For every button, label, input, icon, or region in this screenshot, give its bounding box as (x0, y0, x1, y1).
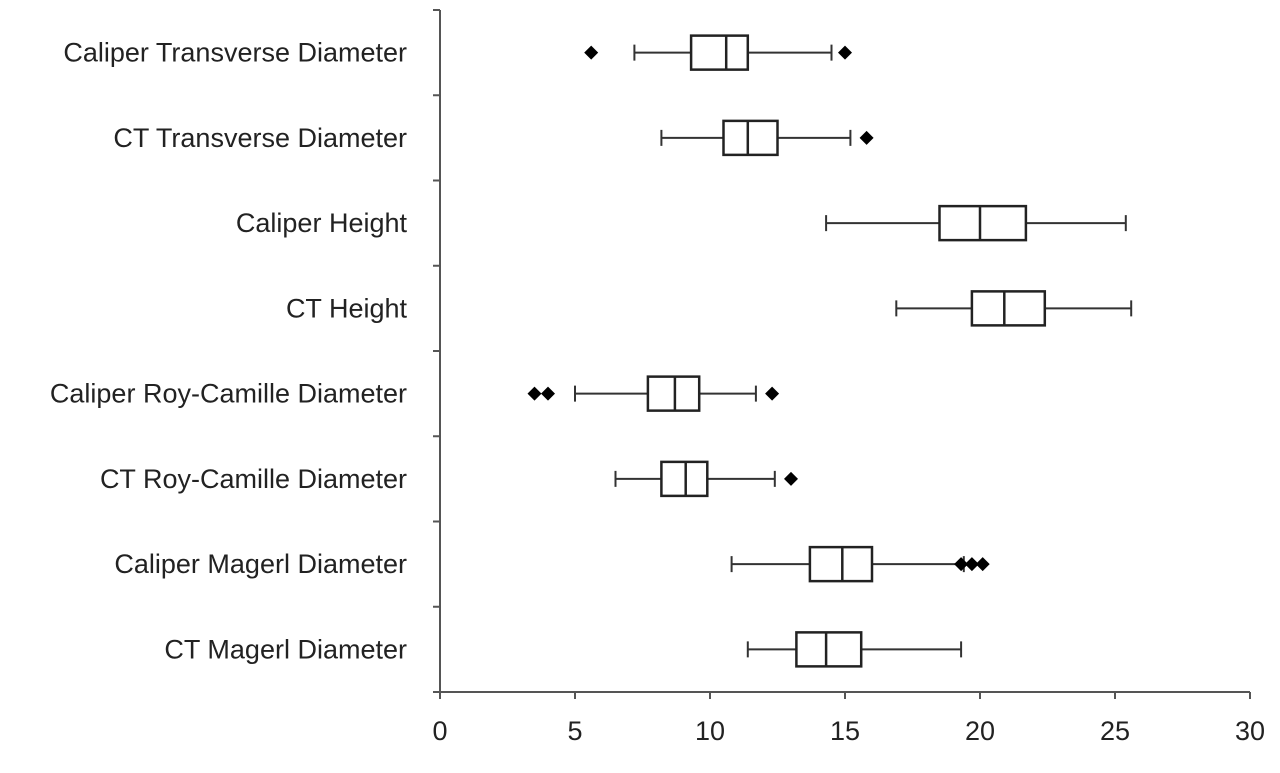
outlier-point (765, 386, 780, 401)
x-tick-label: 5 (567, 716, 582, 746)
x-axis-ticks (439, 692, 1251, 699)
x-tick-label: 15 (830, 716, 860, 746)
outlier-point (859, 130, 874, 145)
x-tick-label: 0 (432, 716, 447, 746)
outlier-point (975, 557, 990, 572)
box-series (527, 34, 1133, 668)
iqr-box (795, 631, 863, 668)
box-group (746, 631, 963, 668)
category-label: CT Roy-Camille Diameter (100, 464, 407, 494)
category-label: Caliper Magerl Diameter (114, 549, 407, 579)
iqr-box (722, 119, 779, 157)
iqr-box (689, 34, 750, 71)
iqr-box (938, 204, 1028, 242)
box-group (584, 34, 852, 71)
box-group (730, 545, 990, 583)
x-tick-label: 20 (965, 716, 995, 746)
box-group (614, 460, 798, 498)
category-label: Caliper Roy-Camille Diameter (50, 379, 407, 409)
category-label: CT Height (286, 293, 408, 323)
category-label: CT Magerl Diameter (164, 634, 407, 664)
category-label: Caliper Transverse Diameter (63, 38, 407, 68)
outlier-point (527, 386, 542, 401)
iqr-box (808, 545, 874, 583)
iqr-box (970, 290, 1047, 327)
iqr-box (660, 460, 709, 498)
category-label: CT Transverse Diameter (113, 123, 407, 153)
box-group (895, 290, 1133, 327)
box-group (660, 119, 874, 157)
box-group (527, 375, 780, 412)
iqr-box (646, 375, 701, 412)
x-tick-label: 30 (1235, 716, 1265, 746)
y-axis-ticks (433, 9, 440, 693)
category-labels: Caliper Transverse Diameter CT Transverse… (50, 38, 408, 665)
x-tick-label: 10 (695, 716, 725, 746)
outlier-point (954, 557, 969, 572)
outlier-point (584, 45, 599, 60)
outlier-point (964, 557, 979, 572)
box-group (825, 204, 1127, 242)
outlier-point (541, 386, 555, 401)
outlier-point (784, 471, 798, 486)
outlier-point (838, 45, 852, 60)
x-axis-tick-labels: 0 5 10 15 20 25 30 (432, 716, 1265, 746)
category-label: Caliper Height (236, 208, 408, 238)
x-tick-label: 25 (1100, 716, 1130, 746)
